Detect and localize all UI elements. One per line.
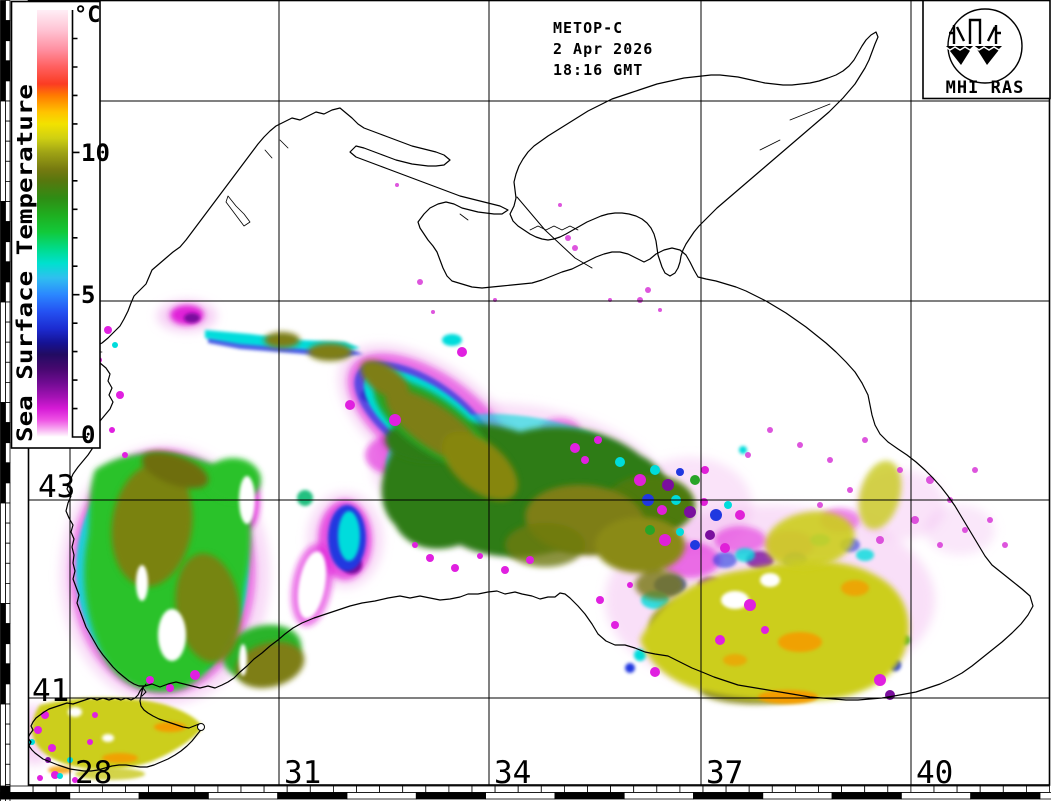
colorbar-tick-5: 5 <box>81 281 95 309</box>
grid-labels: 43 41 28 31 34 37 40 <box>32 469 953 791</box>
sst-patches <box>29 183 1008 783</box>
acquisition-time: 18:16 GMT <box>553 61 643 79</box>
marmara-coastline <box>29 686 204 772</box>
header-block: METOP-C 2 Apr 2026 18:16 GMT <box>553 19 653 79</box>
lon-label-34: 34 <box>494 755 531 791</box>
acquisition-date: 2 Apr 2026 <box>553 40 653 58</box>
colorbar-unit: °C <box>74 3 101 28</box>
lon-label-28: 28 <box>75 755 112 791</box>
satellite-name: METOP-C <box>553 19 623 37</box>
sst-speckles <box>29 183 1008 783</box>
colorbar-tick-10: 10 <box>81 139 110 167</box>
colorbar-gradient <box>37 10 68 437</box>
colorbar-tick-0: 0 <box>81 421 95 449</box>
colorbar-panel: 10 5 0 °C Sea Surface Temperature <box>10 0 110 449</box>
lat-label-43: 43 <box>38 469 75 505</box>
colorbar-axis <box>71 10 88 438</box>
logo-label: MHI RAS <box>946 78 1025 98</box>
bottom-ruler <box>0 785 1051 800</box>
lon-label-40: 40 <box>916 755 953 791</box>
lon-label-31: 31 <box>284 755 321 791</box>
lat-label-41: 41 <box>32 673 69 709</box>
sst-orange-layer <box>48 580 869 774</box>
colorbar-title: Sea Surface Temperature <box>13 84 37 442</box>
left-ruler <box>0 0 11 801</box>
logo-block: MHI RAS <box>922 0 1051 100</box>
mhi-logo-monogram <box>949 18 1001 44</box>
azov-coastline <box>509 31 879 277</box>
lon-label-37: 37 <box>706 755 743 791</box>
cloud-holes <box>68 476 780 742</box>
